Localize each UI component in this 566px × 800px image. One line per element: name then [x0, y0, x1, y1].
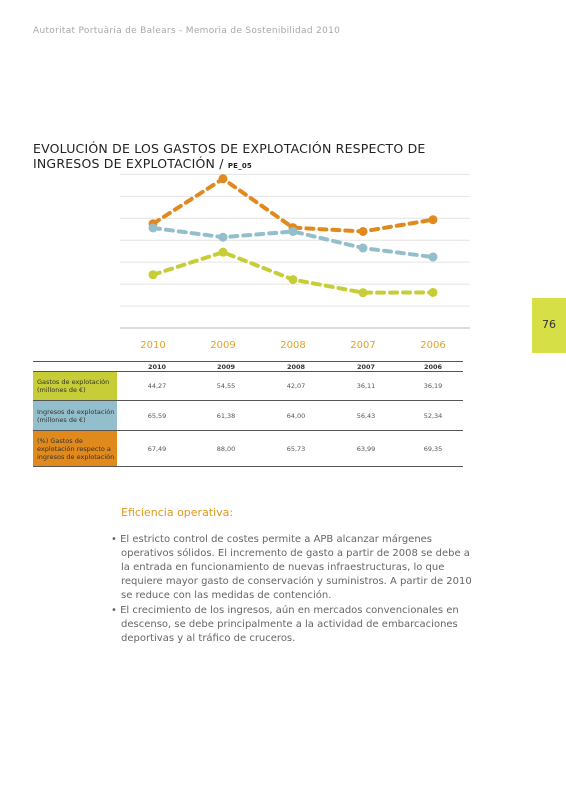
row-label: (%) Gastos de explotación respecto a ing… — [33, 431, 117, 466]
table-cell: 88,00 — [216, 444, 236, 453]
table-cell: 61,38 — [216, 411, 236, 420]
table-cell: 65,73 — [286, 444, 306, 453]
table-cell: 36,19 — [423, 382, 443, 390]
x-tick-label: 2008 — [280, 340, 305, 351]
table-cell: 52,34 — [423, 411, 443, 420]
table-cell: 65,59 — [147, 411, 167, 420]
point — [358, 288, 368, 298]
column-header: 2006 — [423, 363, 443, 371]
point — [218, 247, 228, 257]
line-series — [151, 225, 435, 260]
page-number: 76 — [542, 318, 556, 331]
x-tick-label: 2010 — [140, 340, 165, 351]
chart: 2010 2009 2008 2007 2006 — [120, 173, 470, 351]
table-cell: 67,49 — [147, 444, 167, 453]
page-tab — [532, 298, 566, 353]
row-label: Gastos de explotación (millones de €) — [33, 372, 117, 400]
table-rule — [33, 430, 463, 431]
point — [428, 252, 438, 262]
chart-subtitle: PE_05 — [227, 162, 252, 170]
point — [288, 275, 298, 285]
chart-title: EVOLUCIÓN DE LOS GASTOS DE EXPLOTACIÓN R… — [33, 141, 443, 174]
table-rule — [33, 400, 463, 401]
table-rule — [33, 466, 463, 467]
point — [358, 226, 368, 236]
title-text: EVOLUCIÓN DE LOS GASTOS DE EXPLOTACIÓN R… — [33, 141, 426, 171]
point — [288, 226, 298, 236]
x-tick-label: 2007 — [350, 340, 375, 351]
row-label: Ingresos de explotación (millones de €) — [33, 401, 117, 430]
column-header: 2008 — [286, 363, 306, 371]
x-tick-label: 2009 — [210, 340, 235, 351]
bullet: • El estricto control de costes permite … — [111, 534, 472, 601]
point — [358, 243, 368, 253]
x-tick-label: 2006 — [420, 340, 445, 351]
point — [428, 287, 438, 297]
table-cell: 63,99 — [356, 444, 376, 453]
table-cell: 44,27 — [147, 382, 167, 390]
table-rule — [33, 371, 463, 372]
line-series — [151, 250, 435, 295]
point — [428, 215, 438, 225]
column-header: 2007 — [356, 363, 376, 371]
table-rule — [33, 361, 463, 362]
point — [148, 223, 158, 233]
column-header: 2010 — [147, 363, 167, 371]
column-header: 2009 — [216, 363, 236, 371]
table-cell: 69,35 — [423, 444, 443, 453]
table-cell: 42,07 — [286, 382, 306, 390]
section-title: Eficiencia operativa: — [121, 506, 234, 519]
table-cell: 36,11 — [356, 382, 376, 390]
header: Autoritat Portuària de Balears - Memoria… — [33, 26, 341, 36]
point — [218, 174, 228, 184]
table-cell: 56,43 — [356, 411, 376, 420]
table-cell: 64,00 — [286, 411, 306, 420]
point — [148, 270, 158, 280]
table-cell: 54,55 — [216, 382, 236, 390]
point — [218, 232, 228, 242]
bullet: • El crecimiento de los ingresos, aún en… — [111, 605, 459, 644]
